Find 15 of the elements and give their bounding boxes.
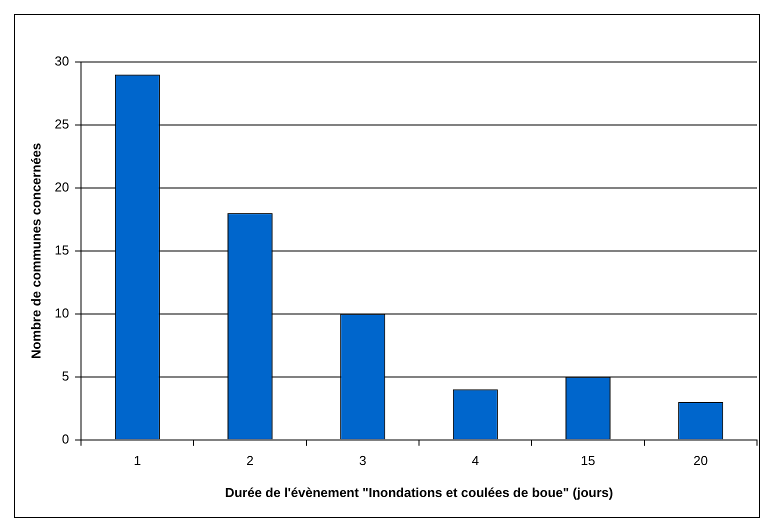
y-tick-label: 30 [54,54,70,69]
x-tick-label: 4 [472,453,479,468]
x-tick-label: 20 [693,453,708,468]
y-tick-label: 20 [54,180,70,195]
x-tick-label: 2 [246,453,254,468]
y-tick-label: 25 [54,116,70,132]
x-axis-title: Durée de l'évènement "Inondations et coulées de boue" (jours) [224,484,614,500]
y-tick-label: 10 [54,305,70,320]
y-tick-label: 15 [54,242,70,258]
y-tick-label: 0 [62,431,70,446]
y-axis-title: Nombre de communes concernées [28,142,44,359]
x-tick-label: 3 [359,453,366,468]
x-tick-label: 1 [134,453,142,468]
x-tick-label: 15 [580,453,596,468]
y-tick-label: 5 [62,368,70,384]
